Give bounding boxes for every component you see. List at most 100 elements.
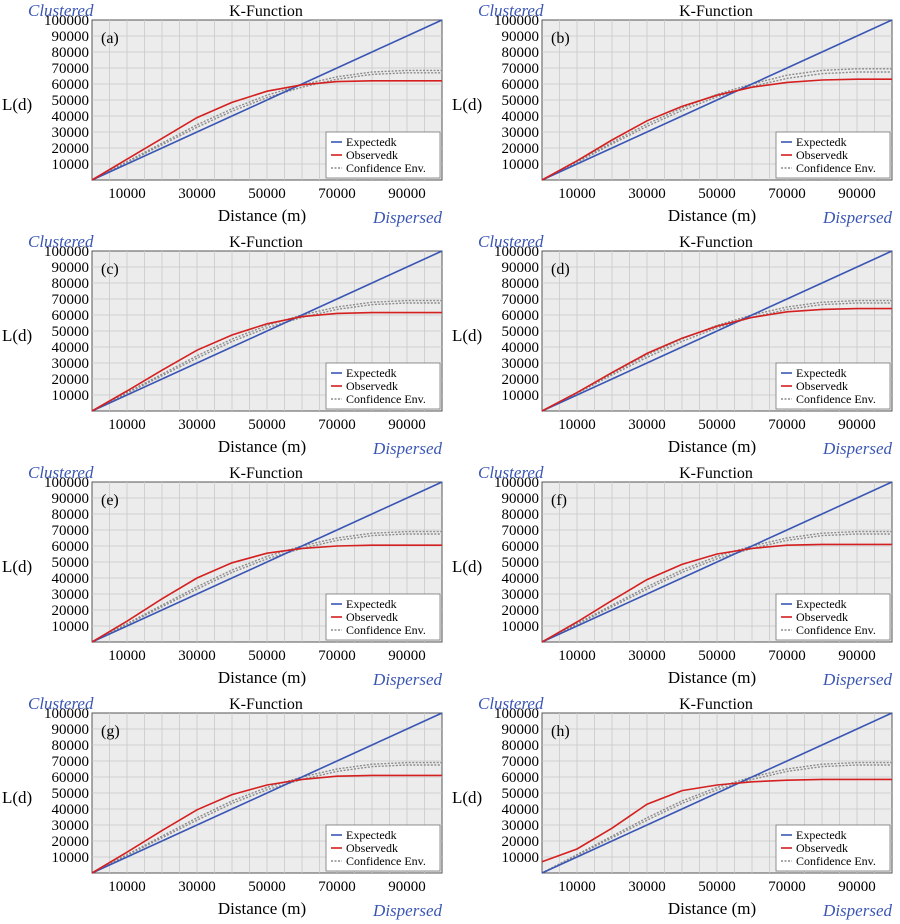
x-tick-label: 30000 <box>628 648 666 664</box>
k-function-chart-svg: 1000020000300004000050000600007000080000… <box>2 232 443 458</box>
panel-label: (c) <box>101 261 119 278</box>
y-tick-label: 60000 <box>52 770 90 786</box>
y-axis-label: L(d) <box>2 557 32 576</box>
legend-box <box>325 362 441 410</box>
y-tick-label: 100000 <box>494 706 539 722</box>
y-tick-label: 70000 <box>502 61 540 77</box>
legend-box <box>775 131 891 179</box>
x-tick-label: 30000 <box>178 648 216 664</box>
x-tick-label: 70000 <box>768 417 806 433</box>
x-tick-label: 50000 <box>698 186 736 202</box>
y-axis-label: L(d) <box>452 788 482 807</box>
y-tick-label: 70000 <box>502 292 540 308</box>
y-tick-label: 70000 <box>502 754 540 770</box>
y-tick-label: 100000 <box>44 244 89 260</box>
legend-confidence-env-label: Confidence Env. <box>346 854 426 868</box>
clustered-label: Clustered <box>478 1 544 20</box>
legend-box <box>775 362 891 410</box>
chart-title: K-Function <box>679 234 753 251</box>
legend-observedk-label: Observedk <box>346 379 398 393</box>
y-tick-label: 50000 <box>52 93 90 109</box>
expectedk-line <box>541 19 893 181</box>
k-function-chart-svg: 1000020000300004000050000600007000080000… <box>452 463 893 689</box>
k-function-panel: 10000 20000 30000 40000 50000 60000 70000 80000… <box>450 693 900 924</box>
legend-expectedk-label: Expectedk <box>796 597 847 611</box>
legend-box <box>775 593 891 641</box>
y-tick-label: 10000 <box>502 157 540 173</box>
dispersed-label: Dispersed <box>372 901 442 920</box>
expectedk-line <box>91 481 443 643</box>
clustered-label: Clustered <box>478 463 544 482</box>
legend-box <box>325 131 441 179</box>
chart-title: K-Function <box>229 3 303 20</box>
y-tick-label: 20000 <box>52 141 90 157</box>
y-tick-label: 100000 <box>44 475 89 491</box>
x-tick-label: 10000 <box>108 417 146 433</box>
y-axis-label: L(d) <box>452 95 482 114</box>
y-tick-label: 40000 <box>52 109 90 125</box>
y-tick-label: 60000 <box>52 77 90 93</box>
legend-confidence-env-label: Confidence Env. <box>346 623 426 637</box>
x-tick-label: 90000 <box>388 879 426 895</box>
x-tick-label: 70000 <box>768 648 806 664</box>
observedk-line <box>541 78 892 181</box>
confidence-envelope-lower-line <box>541 764 892 874</box>
y-tick-label: 100000 <box>494 475 539 491</box>
y-tick-label: 10000 <box>52 619 90 635</box>
y-tick-label: 80000 <box>502 276 540 292</box>
dispersed-label: Dispersed <box>822 901 892 920</box>
x-tick-label: 10000 <box>108 186 146 202</box>
chart-title: K-Function <box>229 465 303 482</box>
y-tick-label: 20000 <box>502 603 540 619</box>
k-function-chart-svg: 1000020000300004000050000600007000080000… <box>2 463 443 689</box>
panel-label: (d) <box>551 261 570 278</box>
observedk-line <box>91 544 442 643</box>
y-tick-label: 90000 <box>52 260 90 276</box>
chart-title: K-Function <box>679 3 753 20</box>
expectedk-line <box>541 481 893 643</box>
y-tick-label: 20000 <box>52 372 90 388</box>
dispersed-label: Dispersed <box>372 439 442 458</box>
y-axis-label: L(d) <box>2 95 32 114</box>
observedk-line <box>91 774 442 874</box>
confidence-envelope-lower-line <box>91 533 442 643</box>
y-tick-label: 40000 <box>502 340 540 356</box>
y-axis-label: L(d) <box>452 557 482 576</box>
legend-box <box>325 593 441 641</box>
x-tick-label: 10000 <box>558 186 596 202</box>
y-tick-label: 70000 <box>52 61 90 77</box>
legend-expectedk-label: Expectedk <box>796 828 847 842</box>
y-tick-label: 90000 <box>502 260 540 276</box>
y-tick-label: 10000 <box>52 388 90 404</box>
dispersed-label: Dispersed <box>372 208 442 227</box>
y-tick-label: 30000 <box>502 587 540 603</box>
x-tick-label: 10000 <box>558 879 596 895</box>
y-tick-label: 10000 <box>502 388 540 404</box>
legend-box <box>325 824 441 872</box>
x-tick-label: 10000 <box>558 417 596 433</box>
observedk-line <box>541 307 892 412</box>
k-function-panel: 10000 20000 30000 40000 50000 60000 70000 80000… <box>450 0 900 231</box>
legend-confidence-env-label: Confidence Env. <box>796 854 876 868</box>
y-tick-label: 30000 <box>502 356 540 372</box>
y-tick-label: 40000 <box>502 109 540 125</box>
observedk-line <box>541 778 892 863</box>
observedk-line <box>541 543 892 643</box>
observedk-line <box>91 80 442 181</box>
clustered-label: Clustered <box>478 694 544 713</box>
k-function-panel: 10000 20000 30000 40000 50000 60000 70000 80000… <box>450 231 900 462</box>
y-tick-label: 60000 <box>502 77 540 93</box>
x-tick-label: 50000 <box>698 879 736 895</box>
y-tick-label: 40000 <box>52 802 90 818</box>
confidence-envelope-lower-line <box>541 302 892 412</box>
y-tick-label: 30000 <box>502 125 540 141</box>
k-function-panel: 10000 20000 30000 40000 50000 60000 70000 80000… <box>0 231 450 462</box>
y-tick-label: 40000 <box>52 571 90 587</box>
x-tick-label: 90000 <box>838 648 876 664</box>
y-tick-label: 10000 <box>502 850 540 866</box>
y-axis-label: L(d) <box>452 326 482 345</box>
y-axis-label: L(d) <box>2 788 32 807</box>
k-function-chart-svg: 1000020000300004000050000600007000080000… <box>452 694 893 920</box>
y-tick-label: 90000 <box>52 491 90 507</box>
y-tick-label: 90000 <box>502 29 540 45</box>
